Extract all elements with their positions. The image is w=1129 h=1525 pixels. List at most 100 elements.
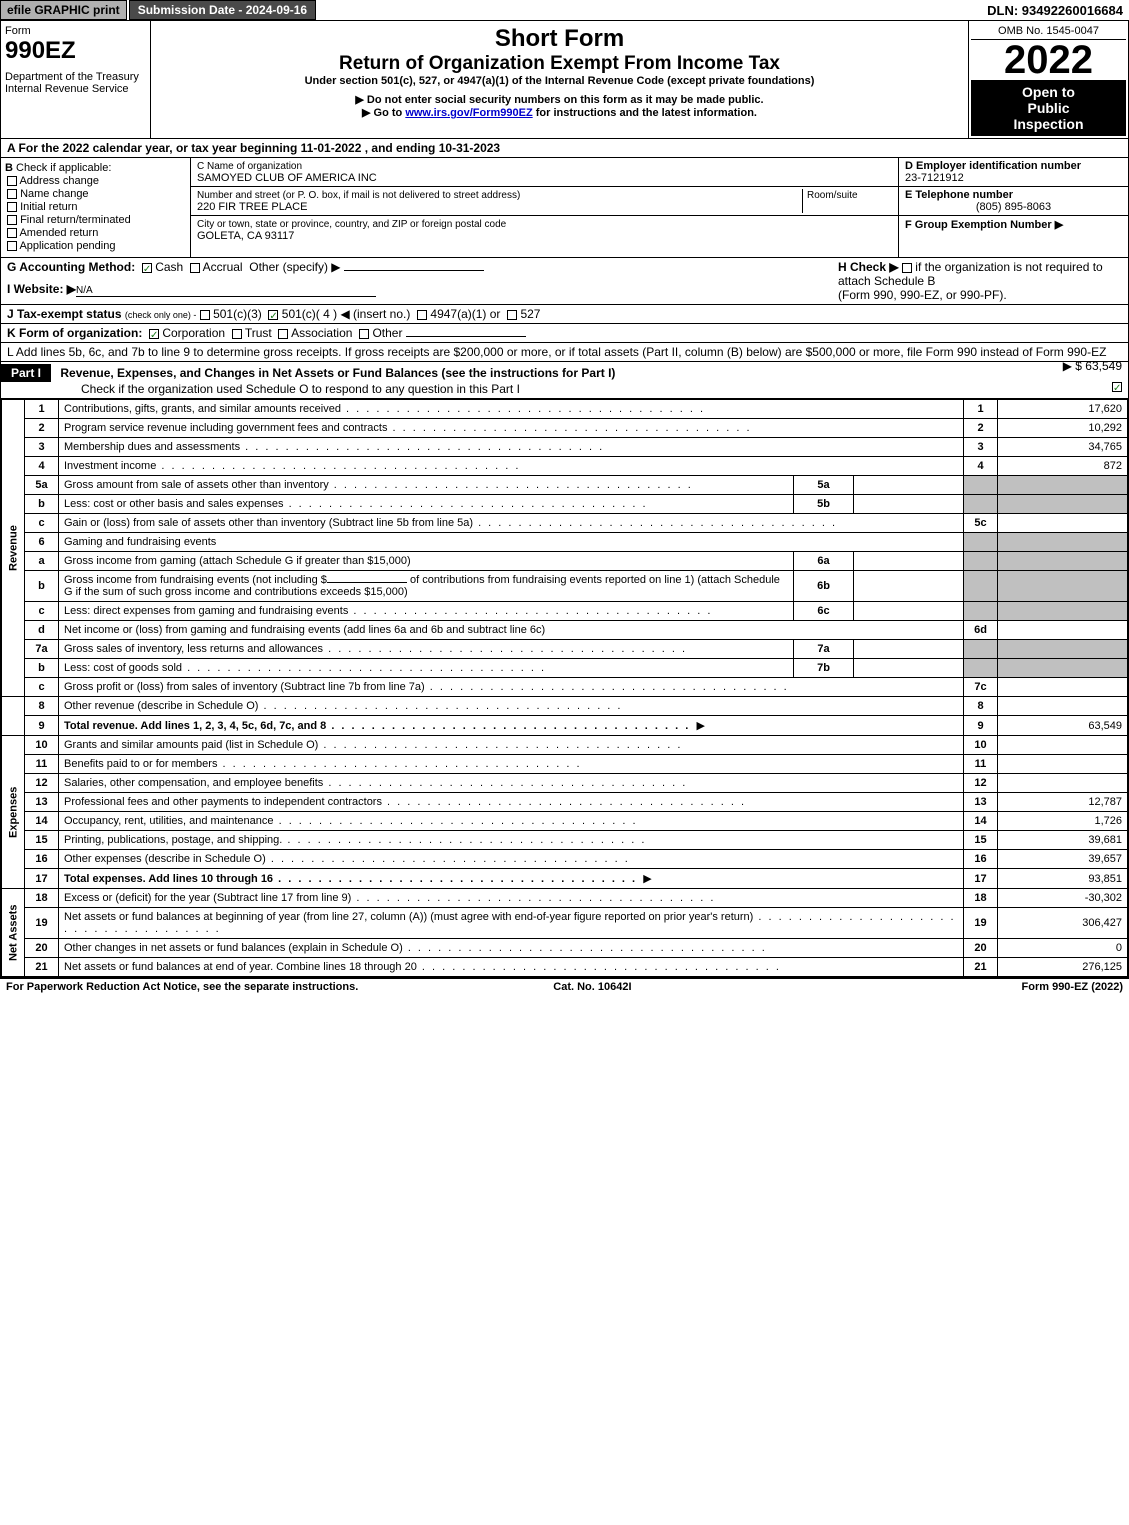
amended-return-checkbox[interactable] [7,228,17,238]
line-9-box: 9 [964,716,998,736]
org-name: SAMOYED CLUB OF AMERICA INC [197,172,377,184]
irs-label: Internal Revenue Service [5,83,146,95]
h-block: H Check ▶ if the organization is not req… [832,260,1122,302]
line-6a-subval[interactable] [854,552,964,571]
line-19-amt: 306,427 [998,908,1128,939]
line-13-text: Professional fees and other payments to … [59,793,964,812]
line-7a-sub: 7a [794,640,854,659]
dln-text: DLN: 93492260016684 [987,3,1129,18]
final-return-checkbox[interactable] [7,215,17,225]
schedule-o-checkbox[interactable] [1112,382,1122,392]
irs-link[interactable]: www.irs.gov/Form990EZ [405,107,532,119]
open-line3: Inspection [973,116,1124,132]
line-18-num: 18 [25,889,59,908]
line-18-box: 18 [964,889,998,908]
f-label: F Group Exemption Number ▶ [905,219,1063,231]
j-o1: 501(c)(3) [213,307,262,321]
line-17-box: 17 [964,869,998,889]
line-5c-amt [998,514,1128,533]
line-5b-amt-shade [998,495,1128,514]
k-o3: Association [291,326,352,340]
header-left: Form 990EZ Department of the Treasury In… [1,21,151,138]
line-7b-subval[interactable] [854,659,964,678]
expenses-section-label: Expenses [2,736,25,889]
line-5a-text: Gross amount from sale of assets other t… [59,476,794,495]
line-9-text: Total revenue. Add lines 1, 2, 3, 4, 5c,… [59,716,964,736]
b-check-label: Check if applicable: [16,162,111,174]
footer-right: Form 990-EZ (2022) [1022,981,1123,993]
h-checkbox[interactable] [902,263,912,273]
line-6a-box-shade [964,552,998,571]
line-19-text: Net assets or fund balances at beginning… [59,908,964,939]
l-text: L Add lines 5b, 6c, and 7b to line 9 to … [7,345,1106,359]
other-input[interactable] [344,270,484,271]
line-7a-num: 7a [25,640,59,659]
line-1-box: 1 [964,400,998,419]
j-501c3-checkbox[interactable] [200,310,210,320]
line-2-box: 2 [964,419,998,438]
line-6b-sub: 6b [794,571,854,602]
k-assoc-checkbox[interactable] [278,329,288,339]
line-15-amt: 39,681 [998,831,1128,850]
line-7a-amt-shade [998,640,1128,659]
line-8-num: 8 [25,697,59,716]
line-12-num: 12 [25,774,59,793]
k-o1: Corporation [162,326,225,340]
subtitle-3: ▶ Go to www.irs.gov/Form990EZ for instru… [159,106,960,119]
line-16-box: 16 [964,850,998,869]
j-527-checkbox[interactable] [507,310,517,320]
j-o3: 4947(a)(1) or [430,307,500,321]
name-change-checkbox[interactable] [7,189,17,199]
section-b-through-f: B Check if applicable: Address change Na… [1,158,1128,258]
b-letter: B [5,162,13,174]
line-6d-text: Net income or (loss) from gaming and fun… [59,621,964,640]
city-value: GOLETA, CA 93117 [197,230,294,242]
line-6b-blank[interactable] [327,582,407,583]
submission-date-button[interactable]: Submission Date - 2024-09-16 [129,0,316,20]
line-6-box-shade [964,533,998,552]
line-5a-subval[interactable] [854,476,964,495]
k-trust-checkbox[interactable] [232,329,242,339]
line-4-box: 4 [964,457,998,476]
address-change-checkbox[interactable] [7,176,17,186]
line-5b-subval[interactable] [854,495,964,514]
line-6b-subval[interactable] [854,571,964,602]
line-3-text: Membership dues and assessments [59,438,964,457]
initial-return-checkbox[interactable] [7,202,17,212]
cb-label-initial: Initial return [20,201,77,213]
k-other-checkbox[interactable] [359,329,369,339]
app-pending-checkbox[interactable] [7,241,17,251]
k-corp-checkbox[interactable] [149,329,159,339]
line-6a-amt-shade [998,552,1128,571]
e-label: E Telephone number [905,189,1013,201]
line-6d-amt [998,621,1128,640]
header-right: OMB No. 1545-0047 2022 Open to Public In… [968,21,1128,138]
row-a: A For the 2022 calendar year, or tax yea… [1,139,1128,158]
line-15-box: 15 [964,831,998,850]
line-1-amt: 17,620 [998,400,1128,419]
j-501c-checkbox[interactable] [268,310,278,320]
j-4947-checkbox[interactable] [417,310,427,320]
open-line2: Public [973,100,1124,116]
line-16-num: 16 [25,850,59,869]
d-e-f-block: D Employer identification number 23-7121… [898,158,1128,257]
revenue-section-cont [2,697,25,736]
website-value: N/A [76,285,376,297]
line-17-num: 17 [25,869,59,889]
k-other-input[interactable] [406,336,526,337]
accrual-checkbox[interactable] [190,263,200,273]
h-label: H Check ▶ [838,260,899,274]
line-1-text: Contributions, gifts, grants, and simila… [59,400,964,419]
k-label: K Form of organization: [7,326,142,340]
line-7a-subval[interactable] [854,640,964,659]
line-13-amt: 12,787 [998,793,1128,812]
line-6c-subval[interactable] [854,602,964,621]
efile-print-button[interactable]: efile GRAPHIC print [0,0,127,20]
cash-checkbox[interactable] [142,263,152,273]
line-3-amt: 34,765 [998,438,1128,457]
j-label: J Tax-exempt status [7,307,122,321]
line-7b-box-shade [964,659,998,678]
line-6c-text: Less: direct expenses from gaming and fu… [59,602,794,621]
line-5b-num: b [25,495,59,514]
line-8-box: 8 [964,697,998,716]
